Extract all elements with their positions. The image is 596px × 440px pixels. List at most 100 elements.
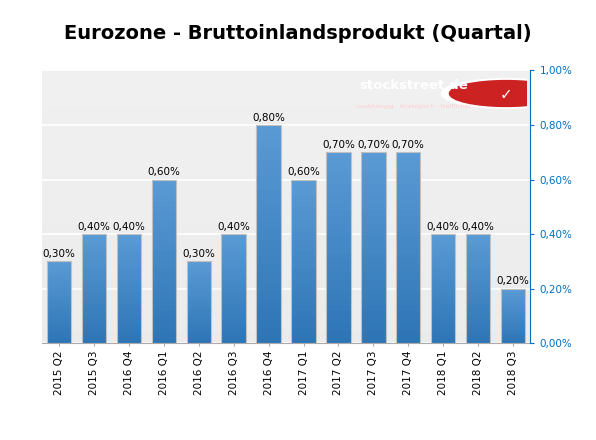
Bar	[256, 234, 281, 242]
Bar	[361, 216, 386, 222]
Bar	[82, 300, 106, 303]
Bar	[47, 278, 72, 280]
Bar	[222, 307, 246, 311]
Bar	[361, 165, 386, 171]
Bar	[501, 336, 525, 338]
Text: 0,70%: 0,70%	[357, 140, 390, 150]
Bar	[117, 307, 141, 311]
Bar	[291, 234, 316, 239]
Bar	[117, 245, 141, 249]
Bar	[291, 321, 316, 327]
Bar	[431, 300, 455, 303]
Bar	[326, 235, 350, 242]
Bar	[361, 242, 386, 248]
Bar	[82, 303, 106, 307]
Bar	[82, 321, 106, 325]
Bar	[291, 218, 316, 223]
Bar	[47, 330, 72, 332]
Circle shape	[442, 79, 571, 108]
Bar	[117, 329, 141, 332]
Bar	[187, 308, 211, 311]
Bar	[501, 319, 525, 321]
Bar	[291, 283, 316, 289]
Bar	[47, 283, 72, 286]
Bar	[187, 261, 211, 264]
Bar	[187, 283, 211, 286]
Bar	[431, 263, 455, 267]
Bar	[151, 272, 176, 278]
Bar	[151, 207, 176, 212]
Bar	[47, 305, 72, 308]
Bar	[466, 292, 491, 296]
Bar	[47, 319, 72, 321]
Bar	[151, 223, 176, 229]
Bar	[47, 264, 72, 267]
Bar	[82, 307, 106, 311]
Bar	[501, 292, 525, 294]
Bar	[466, 311, 491, 314]
Bar	[326, 229, 350, 235]
Bar	[501, 311, 525, 312]
Bar	[222, 256, 246, 260]
Bar	[361, 197, 386, 203]
Bar	[326, 203, 350, 209]
Text: 0,60%: 0,60%	[147, 167, 181, 177]
Bar	[256, 329, 281, 336]
Bar	[291, 229, 316, 234]
Bar	[82, 263, 106, 267]
Bar	[466, 245, 491, 249]
Bar	[82, 260, 106, 263]
Bar	[187, 261, 211, 343]
Bar	[396, 337, 420, 343]
Bar	[361, 229, 386, 235]
Bar	[117, 314, 141, 318]
Bar	[431, 281, 455, 285]
Bar	[431, 267, 455, 271]
Bar	[291, 300, 316, 305]
Bar	[466, 321, 491, 325]
Bar	[222, 245, 246, 249]
Bar	[256, 212, 281, 220]
Bar	[222, 278, 246, 281]
Bar	[187, 278, 211, 280]
Bar	[431, 256, 455, 260]
Bar	[291, 289, 316, 294]
Bar	[222, 260, 246, 263]
Text: 0,40%: 0,40%	[113, 222, 145, 232]
Bar	[222, 321, 246, 325]
Bar	[396, 158, 420, 165]
Bar	[326, 222, 350, 229]
Bar	[396, 279, 420, 286]
Bar	[291, 223, 316, 229]
Bar	[222, 234, 246, 343]
Bar	[256, 271, 281, 278]
Bar	[151, 316, 176, 321]
Bar	[47, 294, 72, 297]
Bar	[291, 311, 316, 316]
Bar	[291, 245, 316, 250]
Bar	[256, 321, 281, 329]
Bar	[82, 256, 106, 260]
Bar	[501, 334, 525, 336]
Bar	[431, 242, 455, 245]
Bar	[361, 305, 386, 312]
Bar	[117, 340, 141, 343]
Bar	[82, 285, 106, 289]
Bar	[431, 336, 455, 340]
Bar	[291, 196, 316, 202]
Bar	[82, 274, 106, 278]
Bar	[47, 332, 72, 335]
Bar	[501, 338, 525, 340]
Bar	[431, 296, 455, 300]
Bar	[256, 227, 281, 234]
Bar	[326, 197, 350, 203]
Bar	[326, 152, 350, 158]
Bar	[466, 318, 491, 321]
Bar	[501, 301, 525, 303]
Bar	[47, 324, 72, 327]
Bar	[222, 300, 246, 303]
Bar	[431, 325, 455, 329]
Bar	[361, 312, 386, 318]
Text: stockstreet.de: stockstreet.de	[359, 79, 468, 92]
Bar	[256, 256, 281, 263]
